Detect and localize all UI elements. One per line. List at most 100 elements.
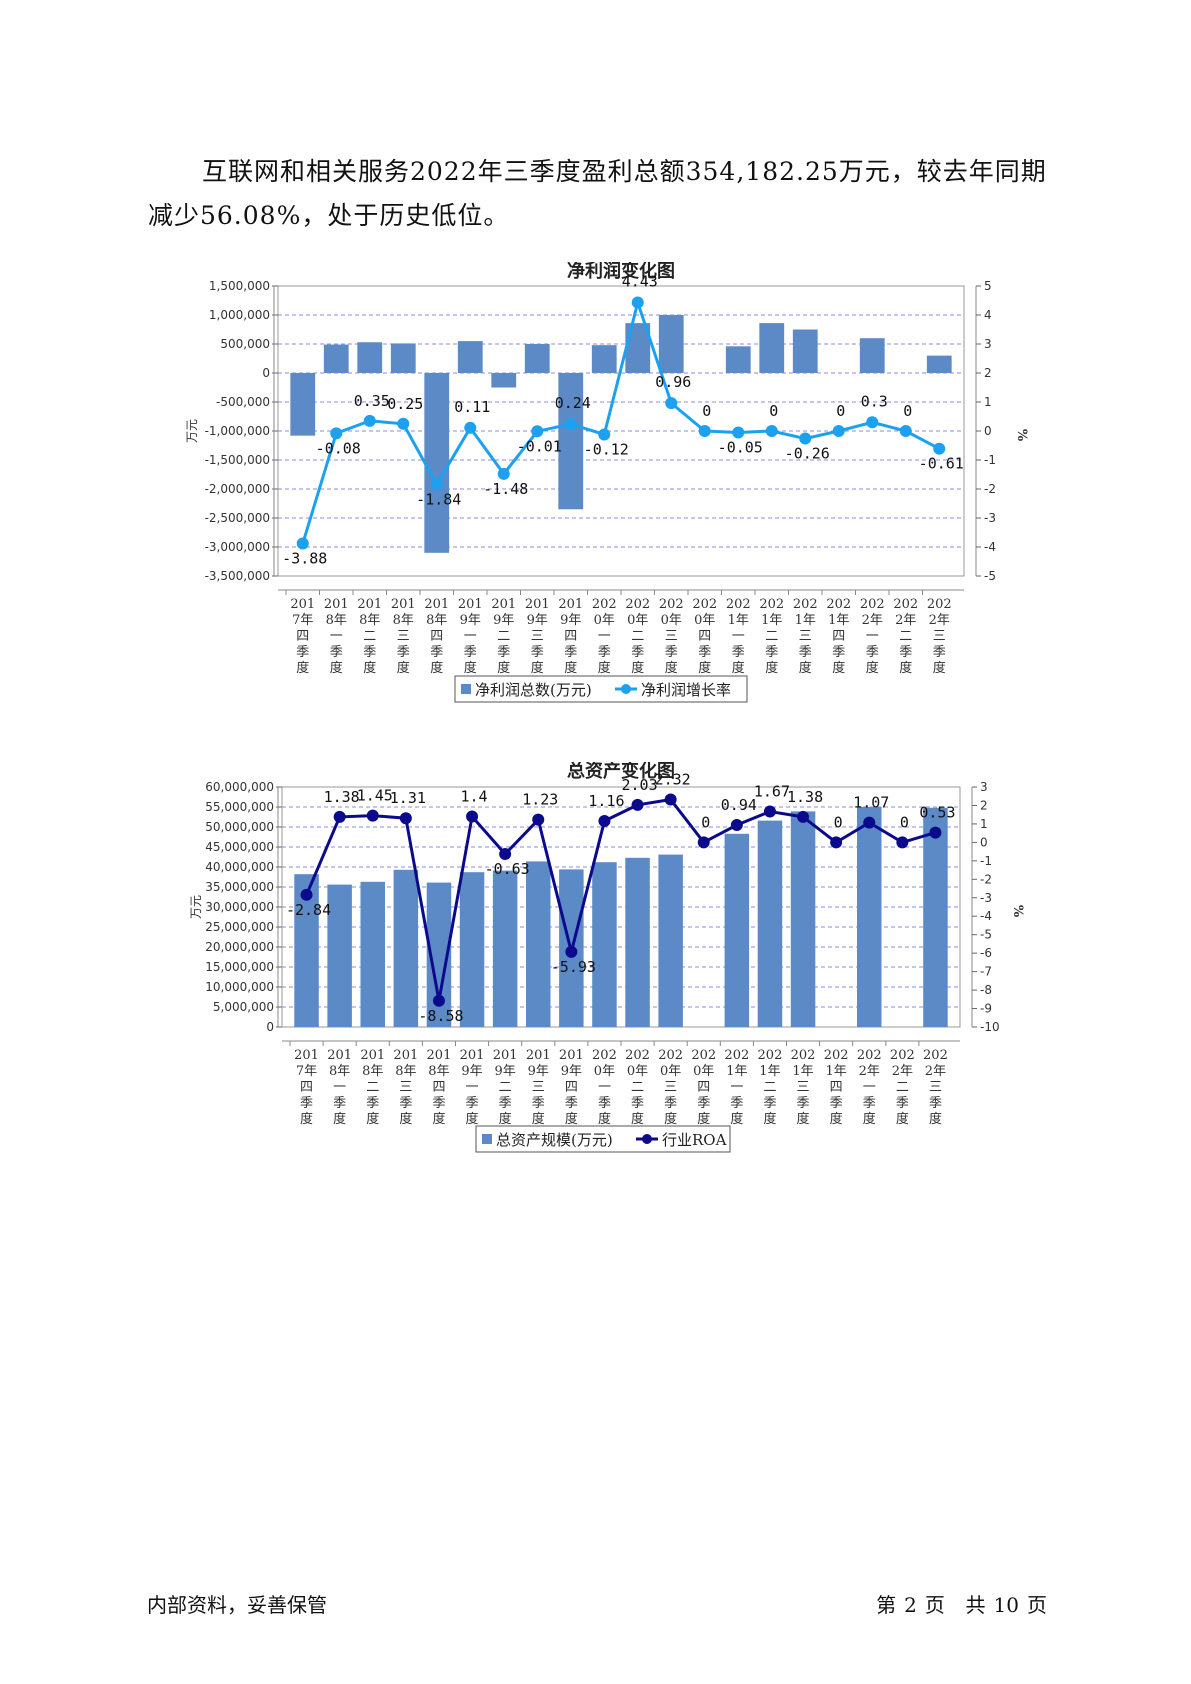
y2-tick-label: -1	[984, 453, 996, 467]
line-point	[300, 888, 313, 901]
line-point	[799, 432, 812, 445]
data-label: -3.88	[282, 550, 327, 568]
line-point	[598, 814, 611, 827]
line-point	[397, 417, 410, 430]
y-tick-label: -3,000,000	[205, 540, 270, 554]
page-num: 2	[904, 1593, 917, 1617]
x-tick-label: 201 9年一季度	[460, 1048, 485, 1127]
data-label: 1.16	[588, 792, 624, 810]
x-tick-label: 201 9年二季度	[493, 1048, 518, 1127]
bar	[857, 807, 882, 1027]
y2-tick-label: -3	[980, 891, 992, 905]
bar	[658, 315, 684, 373]
x-tick-label: 202 0年三季度	[658, 1048, 683, 1127]
data-label: 0	[834, 813, 843, 831]
bar	[526, 861, 551, 1027]
data-label: 0.3	[861, 392, 888, 410]
x-tick-label: 202 0年二季度	[625, 1048, 650, 1127]
line-point	[797, 810, 810, 823]
line-point	[730, 819, 743, 832]
y-tick-label: 25,000,000	[205, 920, 274, 934]
line-point	[933, 442, 946, 455]
bar	[591, 345, 617, 373]
y2-tick-label: -4	[984, 540, 996, 554]
line-point	[330, 427, 343, 440]
data-label: 0.94	[721, 796, 757, 814]
bar	[424, 373, 450, 553]
y2-tick-label: -1	[980, 854, 992, 868]
line-point	[665, 397, 678, 410]
line-point	[899, 425, 912, 437]
x-tick-label: 201 8年四季度	[424, 597, 449, 676]
y2-tick-label: -9	[980, 1002, 992, 1016]
line-point	[631, 798, 644, 811]
data-label: -0.12	[584, 440, 629, 458]
data-label: 1.67	[754, 783, 790, 801]
line-point	[532, 813, 545, 826]
y2-tick-label: 3	[980, 780, 988, 794]
line-point	[497, 467, 510, 480]
bar	[524, 344, 550, 373]
data-label: 1.07	[853, 794, 889, 812]
x-tick-label: 202 2年二季度	[893, 597, 918, 676]
bar	[759, 323, 785, 373]
x-tick-label: 201 9年三季度	[525, 597, 550, 676]
y2-tick-label: 2	[980, 798, 988, 812]
bar	[390, 343, 416, 373]
line-point	[466, 810, 479, 823]
x-tick-label: 201 8年三季度	[391, 597, 416, 676]
legend-box	[475, 1125, 731, 1153]
y-tick-label: 5,000,000	[213, 1000, 274, 1014]
y-tick-label: 15,000,000	[205, 960, 274, 974]
y-tick-label: 0	[262, 366, 270, 380]
x-tick-label: 201 9年三季度	[526, 1048, 551, 1127]
legend: 总资产规模(万元) 行业ROA	[475, 1125, 731, 1153]
data-label: -0.61	[919, 455, 964, 473]
legend-line-marker	[621, 684, 631, 694]
data-label: 0	[903, 402, 912, 420]
x-tick-label: 202 0年一季度	[592, 1048, 617, 1127]
y-axis-label: 万元	[185, 419, 199, 443]
data-label: 0	[702, 402, 711, 420]
y-tick-label: -3,500,000	[205, 569, 270, 583]
data-label: -1.48	[483, 480, 528, 498]
data-label: -0.01	[517, 437, 562, 455]
x-tick-label: 202 2年三季度	[927, 597, 952, 676]
data-label: 1.45	[357, 787, 393, 805]
legend-bar-swatch	[461, 684, 471, 694]
line-point	[832, 425, 845, 437]
series-line	[305, 797, 936, 1002]
bar	[492, 870, 518, 1027]
x-tick-label: 202 1年三季度	[791, 1048, 816, 1127]
bar	[290, 373, 316, 436]
bar	[757, 820, 783, 1027]
line-point	[631, 296, 644, 309]
data-label: 1.38	[324, 788, 360, 806]
y-tick-label: 10,000,000	[205, 980, 274, 994]
x-tick-label: 202 1年三季度	[793, 597, 818, 676]
data-label: 0.24	[555, 394, 591, 412]
y-tick-label: -500,000	[216, 395, 270, 409]
bar	[724, 833, 750, 1027]
line-point	[432, 994, 445, 1007]
data-label: -8.58	[418, 1007, 463, 1025]
bar	[457, 341, 483, 373]
line-point	[763, 805, 776, 818]
x-tick-label: 202 1年四季度	[826, 597, 851, 676]
y-tick-label: 55,000,000	[205, 800, 274, 814]
line-point	[866, 416, 879, 429]
x-tick-label: 201 8年一季度	[324, 597, 349, 676]
y-tick-label: 45,000,000	[205, 840, 274, 854]
y-tick-label: -1,000,000	[205, 424, 270, 438]
y2-tick-label: -3	[984, 511, 996, 525]
legend-line-marker	[642, 1134, 652, 1144]
chart-title: 净利润变化图	[567, 262, 675, 282]
net-profit-chart: 净利润变化图 1,500,000 1,000,000 500,000 0 -500,000…	[185, 262, 1029, 703]
bar	[926, 355, 952, 373]
data-label: -2.84	[286, 901, 331, 919]
legend-box	[454, 675, 748, 703]
line-point	[765, 425, 778, 437]
data-label: 1.23	[522, 791, 558, 809]
x-tick-label: 202 2年二季度	[890, 1048, 915, 1127]
line-point	[499, 848, 512, 861]
